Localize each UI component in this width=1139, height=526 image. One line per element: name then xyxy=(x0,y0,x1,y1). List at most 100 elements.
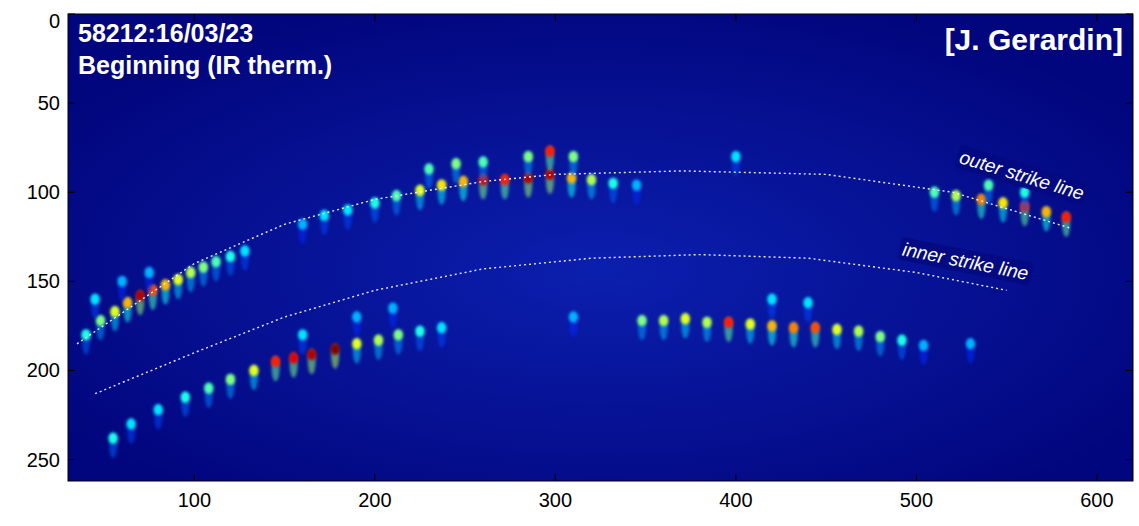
spot-halo xyxy=(1042,207,1050,232)
hot-spot xyxy=(415,185,424,196)
hot-spot xyxy=(897,334,906,345)
spot-halo xyxy=(416,185,424,210)
spot-halo xyxy=(746,319,754,344)
label-patch xyxy=(954,145,1090,206)
spot-halo xyxy=(876,331,884,356)
y-tick-label: 0 xyxy=(49,10,60,32)
spot-halo xyxy=(725,317,733,342)
spot-halo xyxy=(394,329,402,354)
hot-spot xyxy=(524,151,533,162)
hot-spot xyxy=(919,340,928,351)
x-tick xyxy=(555,14,556,21)
hot-spot xyxy=(632,179,641,190)
spot-halo xyxy=(97,315,105,340)
hot-spot xyxy=(746,318,755,329)
spot-halo xyxy=(833,324,841,349)
spot-halo xyxy=(250,365,258,390)
hot-spot xyxy=(569,151,578,162)
spot-halo xyxy=(205,383,213,408)
y-tick xyxy=(1126,103,1133,104)
y-tick-label: 250 xyxy=(27,449,60,471)
spot-halo xyxy=(985,180,993,205)
hot-spot xyxy=(424,163,433,174)
spot-halo xyxy=(967,338,975,363)
hot-spot xyxy=(204,383,213,394)
hot-spot xyxy=(370,197,379,208)
hot-spot xyxy=(117,276,126,287)
spot-halo xyxy=(633,180,641,205)
spot-halo xyxy=(790,322,798,347)
y-tick xyxy=(1126,281,1133,282)
y-tick-label: 200 xyxy=(27,359,60,381)
spot-halo xyxy=(999,198,1007,223)
spot-halo xyxy=(438,322,446,347)
x-tick xyxy=(194,474,195,481)
hot-spot xyxy=(307,349,316,360)
spot-halo xyxy=(524,173,532,198)
hot-spot xyxy=(803,297,812,308)
hot-spot xyxy=(186,267,195,278)
hot-spot xyxy=(126,418,135,429)
spot-halo xyxy=(703,317,711,342)
hot-spot xyxy=(637,315,646,326)
spot-halo xyxy=(459,176,467,201)
x-tick xyxy=(555,474,556,481)
hot-spot xyxy=(569,311,578,322)
spot-halo xyxy=(299,219,307,244)
hot-spot xyxy=(289,352,298,363)
x-tick xyxy=(916,474,917,481)
x-tick-label: 300 xyxy=(539,489,572,511)
spot-halo xyxy=(681,313,689,338)
spot-halo xyxy=(660,315,668,340)
hot-spot xyxy=(437,179,446,190)
strike-line-label-group: inner strike line xyxy=(898,237,1034,286)
hot-spot xyxy=(330,343,339,354)
spot-halo xyxy=(375,335,383,360)
hot-spot xyxy=(90,293,99,304)
spot-halo xyxy=(299,329,307,354)
spot-halo xyxy=(111,306,119,331)
strike-line xyxy=(77,171,1070,344)
spot-halo xyxy=(811,322,819,347)
spot-halo xyxy=(977,194,985,219)
x-tick-label: 600 xyxy=(1080,489,1113,511)
spot-halo xyxy=(569,151,577,176)
hot-spot xyxy=(415,326,424,337)
hot-spot xyxy=(587,174,596,185)
spot-halo xyxy=(162,280,170,305)
spot-halo xyxy=(272,356,280,381)
spot-halo xyxy=(479,157,487,182)
subtitle: Beginning (IR therm.) xyxy=(78,51,332,79)
y-tick-label: 150 xyxy=(27,270,60,292)
hot-spot xyxy=(374,334,383,345)
hot-spot xyxy=(394,329,403,340)
spot-halo xyxy=(568,173,576,198)
spot-halo xyxy=(82,329,90,354)
spot-halo xyxy=(438,180,446,205)
hot-spot xyxy=(226,251,235,262)
hot-spot xyxy=(154,404,163,415)
hot-spot xyxy=(249,365,258,376)
spot-halo xyxy=(416,326,424,351)
hot-spot xyxy=(352,338,361,349)
x-tick-label: 500 xyxy=(900,489,933,511)
y-tick-label: 100 xyxy=(27,181,60,203)
spot-halo xyxy=(1021,187,1029,212)
spot-halo xyxy=(768,321,776,346)
hot-spot xyxy=(1062,211,1071,222)
y-tick xyxy=(1126,192,1133,193)
spot-halo xyxy=(371,198,379,223)
spot-halo xyxy=(212,256,220,281)
spot-halo xyxy=(768,294,776,319)
hot-spot xyxy=(854,326,863,337)
x-tick xyxy=(735,474,736,481)
hot-spot xyxy=(811,322,820,333)
y-tick xyxy=(68,370,75,371)
spot-halo xyxy=(199,262,207,287)
spot-halo xyxy=(118,276,126,301)
hot-spot xyxy=(352,311,361,322)
hot-spot xyxy=(437,322,446,333)
hot-spot xyxy=(211,256,220,267)
spot-halo xyxy=(425,164,433,189)
x-tick xyxy=(916,14,917,21)
